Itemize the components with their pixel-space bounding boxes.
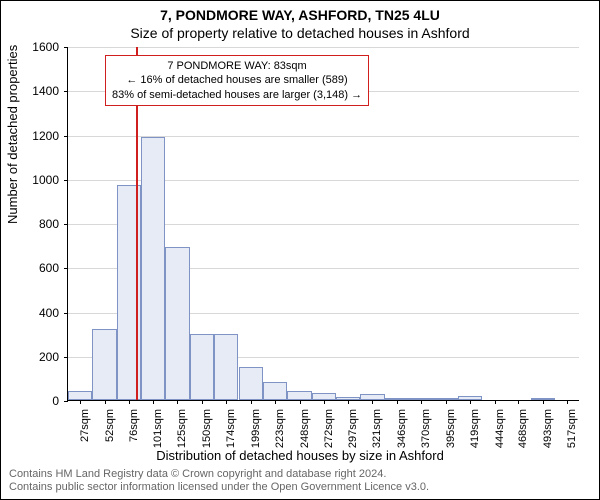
x-tick-mark xyxy=(153,400,154,404)
x-tick-mark xyxy=(202,400,203,404)
x-tick-label: 248sqm xyxy=(299,409,311,449)
x-tick-label: 346sqm xyxy=(396,409,408,449)
grid-line xyxy=(68,47,579,48)
chart-subtitle: Size of property relative to detached ho… xyxy=(1,25,599,41)
attribution-line-2: Contains public sector information licen… xyxy=(9,481,429,495)
legend-line-2: ← 16% of detached houses are smaller (58… xyxy=(112,73,362,87)
y-tick-label: 400 xyxy=(19,306,59,320)
x-tick-mark xyxy=(421,400,422,404)
y-tick-mark xyxy=(64,401,68,402)
marker-legend: 7 PONDMORE WAY: 83sqm ← 16% of detached … xyxy=(105,55,369,106)
y-tick-label: 1200 xyxy=(19,129,59,143)
y-tick-mark xyxy=(64,224,68,225)
histogram-bar xyxy=(312,393,336,400)
x-tick-mark xyxy=(543,400,544,404)
x-tick-mark xyxy=(129,400,130,404)
x-tick-mark xyxy=(348,400,349,404)
x-tick-label: 321sqm xyxy=(371,409,383,449)
y-tick-mark xyxy=(64,268,68,269)
x-tick-mark xyxy=(567,400,568,404)
x-tick-mark xyxy=(397,400,398,404)
x-tick-label: 444sqm xyxy=(494,409,506,449)
y-tick-label: 800 xyxy=(19,217,59,231)
x-tick-mark xyxy=(518,400,519,404)
y-axis-label-text: Number of detached properties xyxy=(5,45,20,224)
y-tick-mark xyxy=(64,180,68,181)
histogram-bar xyxy=(214,334,238,400)
x-tick-label: 52sqm xyxy=(104,409,116,449)
y-tick-label: 1400 xyxy=(19,84,59,98)
x-tick-label: 395sqm xyxy=(445,409,457,449)
y-tick-mark xyxy=(64,136,68,137)
y-tick-mark xyxy=(64,313,68,314)
x-tick-mark xyxy=(470,400,471,404)
x-tick-label: 199sqm xyxy=(250,409,262,449)
x-tick-mark xyxy=(251,400,252,404)
y-tick-label: 1000 xyxy=(19,173,59,187)
x-tick-label: 370sqm xyxy=(420,409,432,449)
x-tick-label: 101sqm xyxy=(152,409,164,449)
histogram-bar xyxy=(239,367,263,400)
x-tick-label: 493sqm xyxy=(542,409,554,449)
x-tick-label: 76sqm xyxy=(128,409,140,449)
attribution-text: Contains HM Land Registry data © Crown c… xyxy=(9,468,429,496)
y-tick-label: 600 xyxy=(19,261,59,275)
y-axis-label: Number of detached properties xyxy=(5,45,20,224)
histogram-bar xyxy=(68,391,92,400)
histogram-bar xyxy=(287,391,311,400)
x-tick-mark xyxy=(226,400,227,404)
x-tick-label: 174sqm xyxy=(225,409,237,449)
x-tick-label: 517sqm xyxy=(566,409,578,449)
histogram-bar xyxy=(165,247,189,400)
chart-title-address: 7, PONDMORE WAY, ASHFORD, TN25 4LU xyxy=(1,7,599,23)
x-tick-mark xyxy=(80,400,81,404)
x-tick-mark xyxy=(300,400,301,404)
histogram-bar xyxy=(190,334,214,400)
x-tick-mark xyxy=(275,400,276,404)
chart-container: 7, PONDMORE WAY, ASHFORD, TN25 4LU Size … xyxy=(0,0,600,500)
x-tick-mark xyxy=(324,400,325,404)
histogram-bar xyxy=(263,382,287,400)
x-tick-mark xyxy=(177,400,178,404)
x-axis-label: Distribution of detached houses by size … xyxy=(1,448,599,463)
y-tick-mark xyxy=(64,47,68,48)
y-tick-mark xyxy=(64,91,68,92)
x-tick-mark xyxy=(495,400,496,404)
y-tick-mark xyxy=(64,357,68,358)
histogram-bar xyxy=(92,329,116,400)
y-tick-label: 200 xyxy=(19,350,59,364)
x-tick-mark xyxy=(446,400,447,404)
legend-line-1: 7 PONDMORE WAY: 83sqm xyxy=(112,59,362,73)
y-tick-label: 0 xyxy=(19,394,59,408)
x-tick-mark xyxy=(105,400,106,404)
y-tick-label: 1600 xyxy=(19,40,59,54)
x-tick-label: 468sqm xyxy=(517,409,529,449)
x-tick-label: 150sqm xyxy=(201,409,213,449)
x-tick-mark xyxy=(372,400,373,404)
x-tick-label: 272sqm xyxy=(323,409,335,449)
x-tick-label: 27sqm xyxy=(79,409,91,449)
x-tick-label: 419sqm xyxy=(469,409,481,449)
histogram-bar xyxy=(141,137,165,400)
attribution-line-1: Contains HM Land Registry data © Crown c… xyxy=(9,468,429,482)
legend-line-3: 83% of semi-detached houses are larger (… xyxy=(112,88,362,102)
x-tick-label: 125sqm xyxy=(176,409,188,449)
x-tick-label: 223sqm xyxy=(274,409,286,449)
x-tick-label: 297sqm xyxy=(347,409,359,449)
